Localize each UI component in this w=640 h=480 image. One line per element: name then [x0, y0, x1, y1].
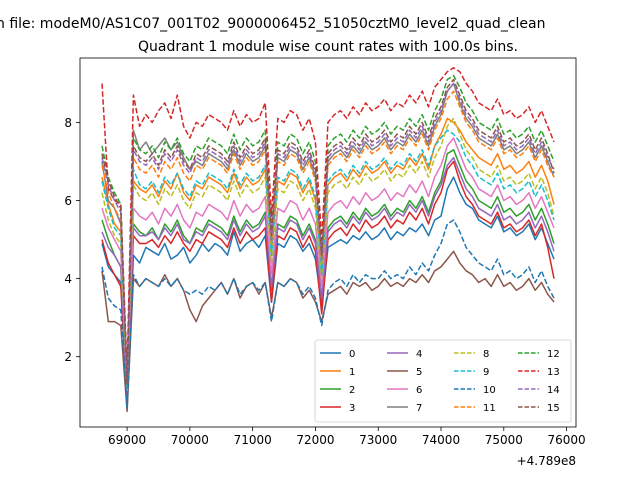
- legend-label-8: 8: [483, 349, 489, 360]
- series-line-14: [101, 82, 555, 385]
- legend-label-11: 11: [483, 403, 496, 414]
- series-line-13: [101, 67, 555, 374]
- legend-label-10: 10: [483, 385, 496, 396]
- legend-label-7: 7: [416, 403, 422, 414]
- legend-label-0: 0: [349, 349, 355, 360]
- legend-label-14: 14: [547, 385, 560, 396]
- x-tick-label: 76000: [547, 433, 585, 447]
- series-line-8: [101, 117, 555, 389]
- y-tick-label: 8: [64, 116, 72, 130]
- series-line-4: [101, 156, 555, 397]
- legend-label-5: 5: [416, 367, 422, 378]
- x-tick-label: 75000: [485, 433, 523, 447]
- suptitle: n file: modeM0/AS1C07_001T02_9000006452_…: [0, 16, 545, 32]
- legend-label-2: 2: [349, 385, 355, 396]
- legend-label-9: 9: [483, 367, 489, 378]
- series-line-2: [101, 149, 555, 397]
- x-offset-label: +4.789e8: [517, 454, 576, 468]
- y-tick-label: 6: [64, 194, 72, 208]
- y-tick-label: 4: [64, 272, 72, 286]
- x-axis: 69000 70000 71000 72000 73000 74000 75000 76000: [108, 427, 586, 447]
- legend-label-4: 4: [416, 349, 422, 360]
- x-tick-label: 69000: [108, 433, 146, 447]
- series-layer: [101, 67, 555, 413]
- x-tick-label: 73000: [359, 433, 397, 447]
- legend-box: [314, 339, 572, 423]
- series-line-9: [101, 129, 555, 389]
- x-tick-label: 71000: [234, 433, 272, 447]
- x-tick-label: 70000: [171, 433, 209, 447]
- series-line-10: [101, 219, 555, 409]
- series-line-6: [101, 137, 555, 393]
- y-tick-label: 2: [64, 350, 72, 364]
- x-tick-label: 72000: [296, 433, 334, 447]
- legend-label-13: 13: [547, 367, 560, 378]
- legend-label-3: 3: [349, 403, 355, 414]
- plot-frame: [79, 57, 577, 428]
- legend-label-1: 1: [349, 367, 355, 378]
- series-line-15: [101, 78, 555, 385]
- series-line-12: [101, 74, 555, 381]
- chart-title: Quadrant 1 module wise count rates with …: [138, 39, 518, 55]
- legend-label-15: 15: [547, 403, 560, 414]
- legend-label-6: 6: [416, 385, 422, 396]
- y-axis: 2 4 6 8: [64, 116, 80, 364]
- x-tick-label: 74000: [422, 433, 460, 447]
- legend-label-12: 12: [547, 349, 560, 360]
